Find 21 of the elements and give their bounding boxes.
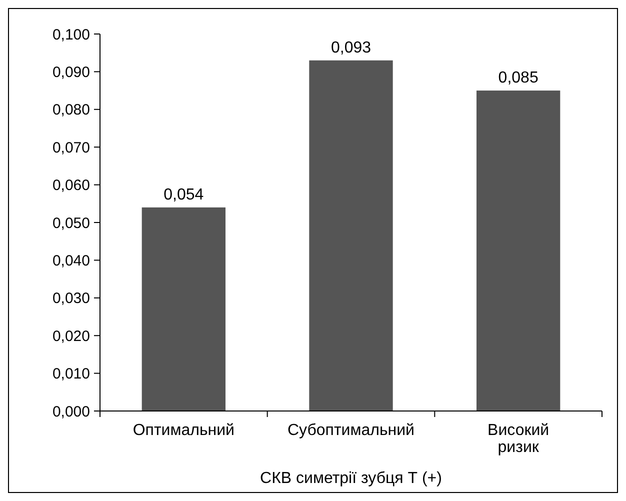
data-label: 0,093 — [330, 39, 372, 56]
y-tick-label: 0,010 — [52, 366, 90, 383]
y-tick-label: 0,080 — [52, 102, 90, 119]
y-tick-label: 0,040 — [52, 252, 90, 270]
y-tick-label: 0,100 — [52, 26, 90, 44]
y-tick-label: 0,050 — [52, 214, 90, 232]
y-tick-label: 0,060 — [52, 177, 90, 194]
x-axis-title: СКВ симетрії зубця Т (+) — [260, 470, 442, 487]
x-tick-label: Субоптимальний — [287, 422, 415, 439]
x-tick-label: Оптимальний — [132, 422, 234, 439]
y-tick-label: 0,030 — [52, 290, 90, 308]
y-tick-label: 0,070 — [52, 139, 90, 156]
data-label: 0,054 — [164, 186, 204, 204]
x-tick-label: Високий ризик — [488, 422, 550, 456]
data-label: 0,085 — [498, 70, 538, 87]
bar — [476, 90, 560, 411]
bar — [309, 60, 393, 411]
bar — [142, 207, 226, 411]
y-tick-label: 0,020 — [52, 328, 90, 345]
y-tick-label: 0,090 — [52, 64, 90, 81]
y-tick-label: 0,000 — [52, 403, 90, 420]
